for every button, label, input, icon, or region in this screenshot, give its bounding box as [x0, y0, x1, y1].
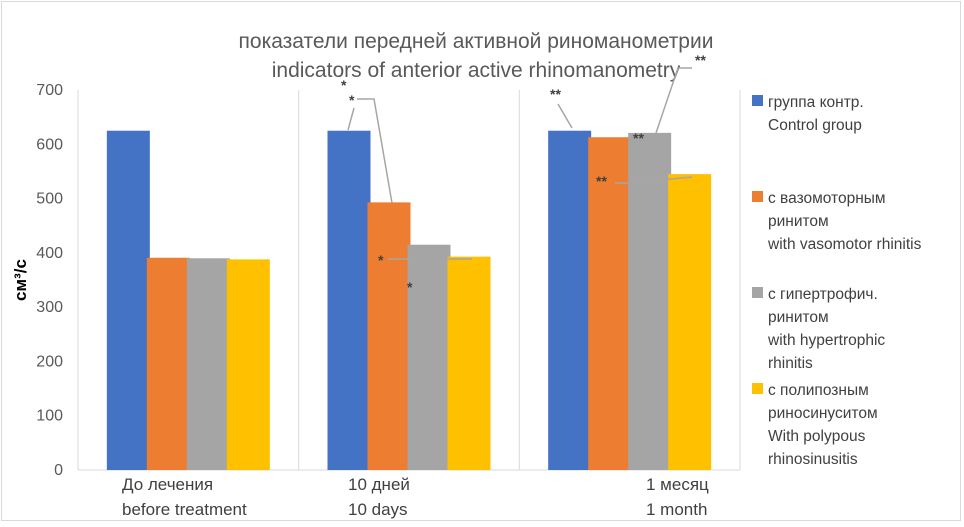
- y-tick-label: 700: [36, 82, 63, 99]
- legend-label: rhinosinusitis: [768, 451, 858, 468]
- legend-label: With polypous: [768, 428, 866, 445]
- legend-label: с гипертрофич.: [768, 286, 878, 303]
- bar: [327, 130, 371, 470]
- annotation-leader: [615, 176, 693, 184]
- legend-label: rhinitis: [768, 355, 813, 372]
- legend-label: Control group: [768, 117, 862, 134]
- significance-mark: *: [341, 77, 347, 93]
- bar: [186, 258, 230, 470]
- bar: [367, 202, 411, 470]
- chart-title-line: показатели передней активной риноманомет…: [239, 30, 714, 53]
- legend-swatch: [752, 287, 763, 298]
- x-category-label: 1 месяц: [646, 475, 709, 494]
- legend-label: ринитом: [768, 309, 829, 326]
- legend-label: with hypertrophic: [767, 332, 885, 349]
- annotation-leader: [347, 107, 355, 131]
- bar: [548, 130, 592, 470]
- bar: [668, 174, 712, 470]
- bar: [146, 257, 190, 470]
- bar: [628, 132, 672, 470]
- bar: [407, 244, 451, 470]
- x-category-label: 1 month: [646, 500, 707, 519]
- annotation-leader: [357, 98, 393, 204]
- legend-swatch: [752, 383, 763, 394]
- bar: [447, 256, 491, 470]
- bar: [226, 259, 270, 470]
- significance-mark: *: [378, 252, 384, 268]
- annotation-leader: [655, 67, 692, 134]
- legend-label: with vasomotor rhinitis: [767, 236, 922, 253]
- chart-title-line: indicators of anterior active rhinomanom…: [272, 59, 681, 82]
- legend-label: ринитом: [768, 213, 829, 230]
- significance-mark: **: [550, 86, 561, 102]
- legend-label: с вазомоторным: [768, 190, 886, 207]
- legend-label: риносинуситом: [768, 405, 878, 422]
- bar: [588, 137, 632, 470]
- x-category-label: До лечения: [122, 475, 213, 494]
- y-tick-label: 600: [36, 136, 63, 153]
- x-category-label: 10 days: [348, 500, 408, 519]
- y-tick-label: 200: [36, 353, 63, 370]
- y-tick-label: 0: [54, 462, 63, 479]
- bar: [106, 130, 150, 470]
- y-axis-label: см³/с: [11, 259, 30, 301]
- y-tick-label: 100: [36, 408, 63, 425]
- significance-mark: **: [596, 173, 607, 189]
- y-tick-label: 500: [36, 191, 63, 208]
- legend-label: с полипозным: [768, 382, 869, 399]
- significance-mark: *: [407, 279, 413, 295]
- annotation-leader: [557, 103, 573, 129]
- y-tick-label: 300: [36, 299, 63, 316]
- x-category-label: 10 дней: [348, 475, 410, 494]
- y-tick-label: 400: [36, 245, 63, 262]
- x-category-label: before treatment: [122, 500, 247, 519]
- significance-mark: **: [695, 52, 706, 68]
- legend-label: группа контр.: [768, 94, 864, 111]
- significance-mark: **: [633, 130, 644, 146]
- legend-swatch: [752, 95, 763, 106]
- significance-mark: *: [349, 92, 355, 108]
- legend-swatch: [752, 191, 763, 202]
